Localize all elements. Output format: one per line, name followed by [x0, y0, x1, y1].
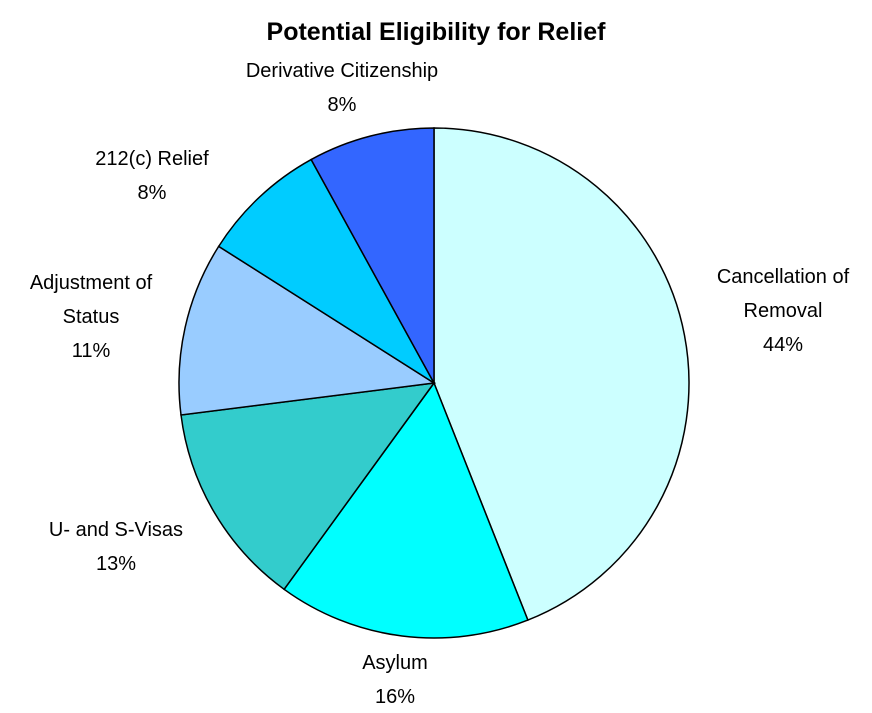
pie-slice-4 — [217, 158, 435, 384]
pie-slice-3 — [178, 245, 437, 416]
slice-label-0: Cancellation of Removal 44% — [717, 266, 850, 356]
slice-label-4: 212(c) Relief 8% — [95, 148, 209, 204]
slice-label-1: Asylum 16% — [362, 652, 428, 708]
pie-slice-2 — [180, 382, 436, 591]
pie-labels: Cancellation of Removal 44% Asylum 16% U- and… — [30, 60, 850, 708]
slice-label-5: Derivative Citizenship 8% — [246, 60, 438, 116]
pie-slice-1 — [283, 381, 529, 639]
pie-slice-5 — [310, 127, 435, 384]
chart-title: Potential Eligibility for Relief — [267, 18, 607, 46]
pie-slices — [178, 127, 690, 639]
slice-label-3: Adjustment of Status 11% — [30, 272, 153, 362]
pie-slice-0 — [433, 127, 690, 622]
slice-label-2: U- and S-Visas 13% — [49, 519, 183, 575]
